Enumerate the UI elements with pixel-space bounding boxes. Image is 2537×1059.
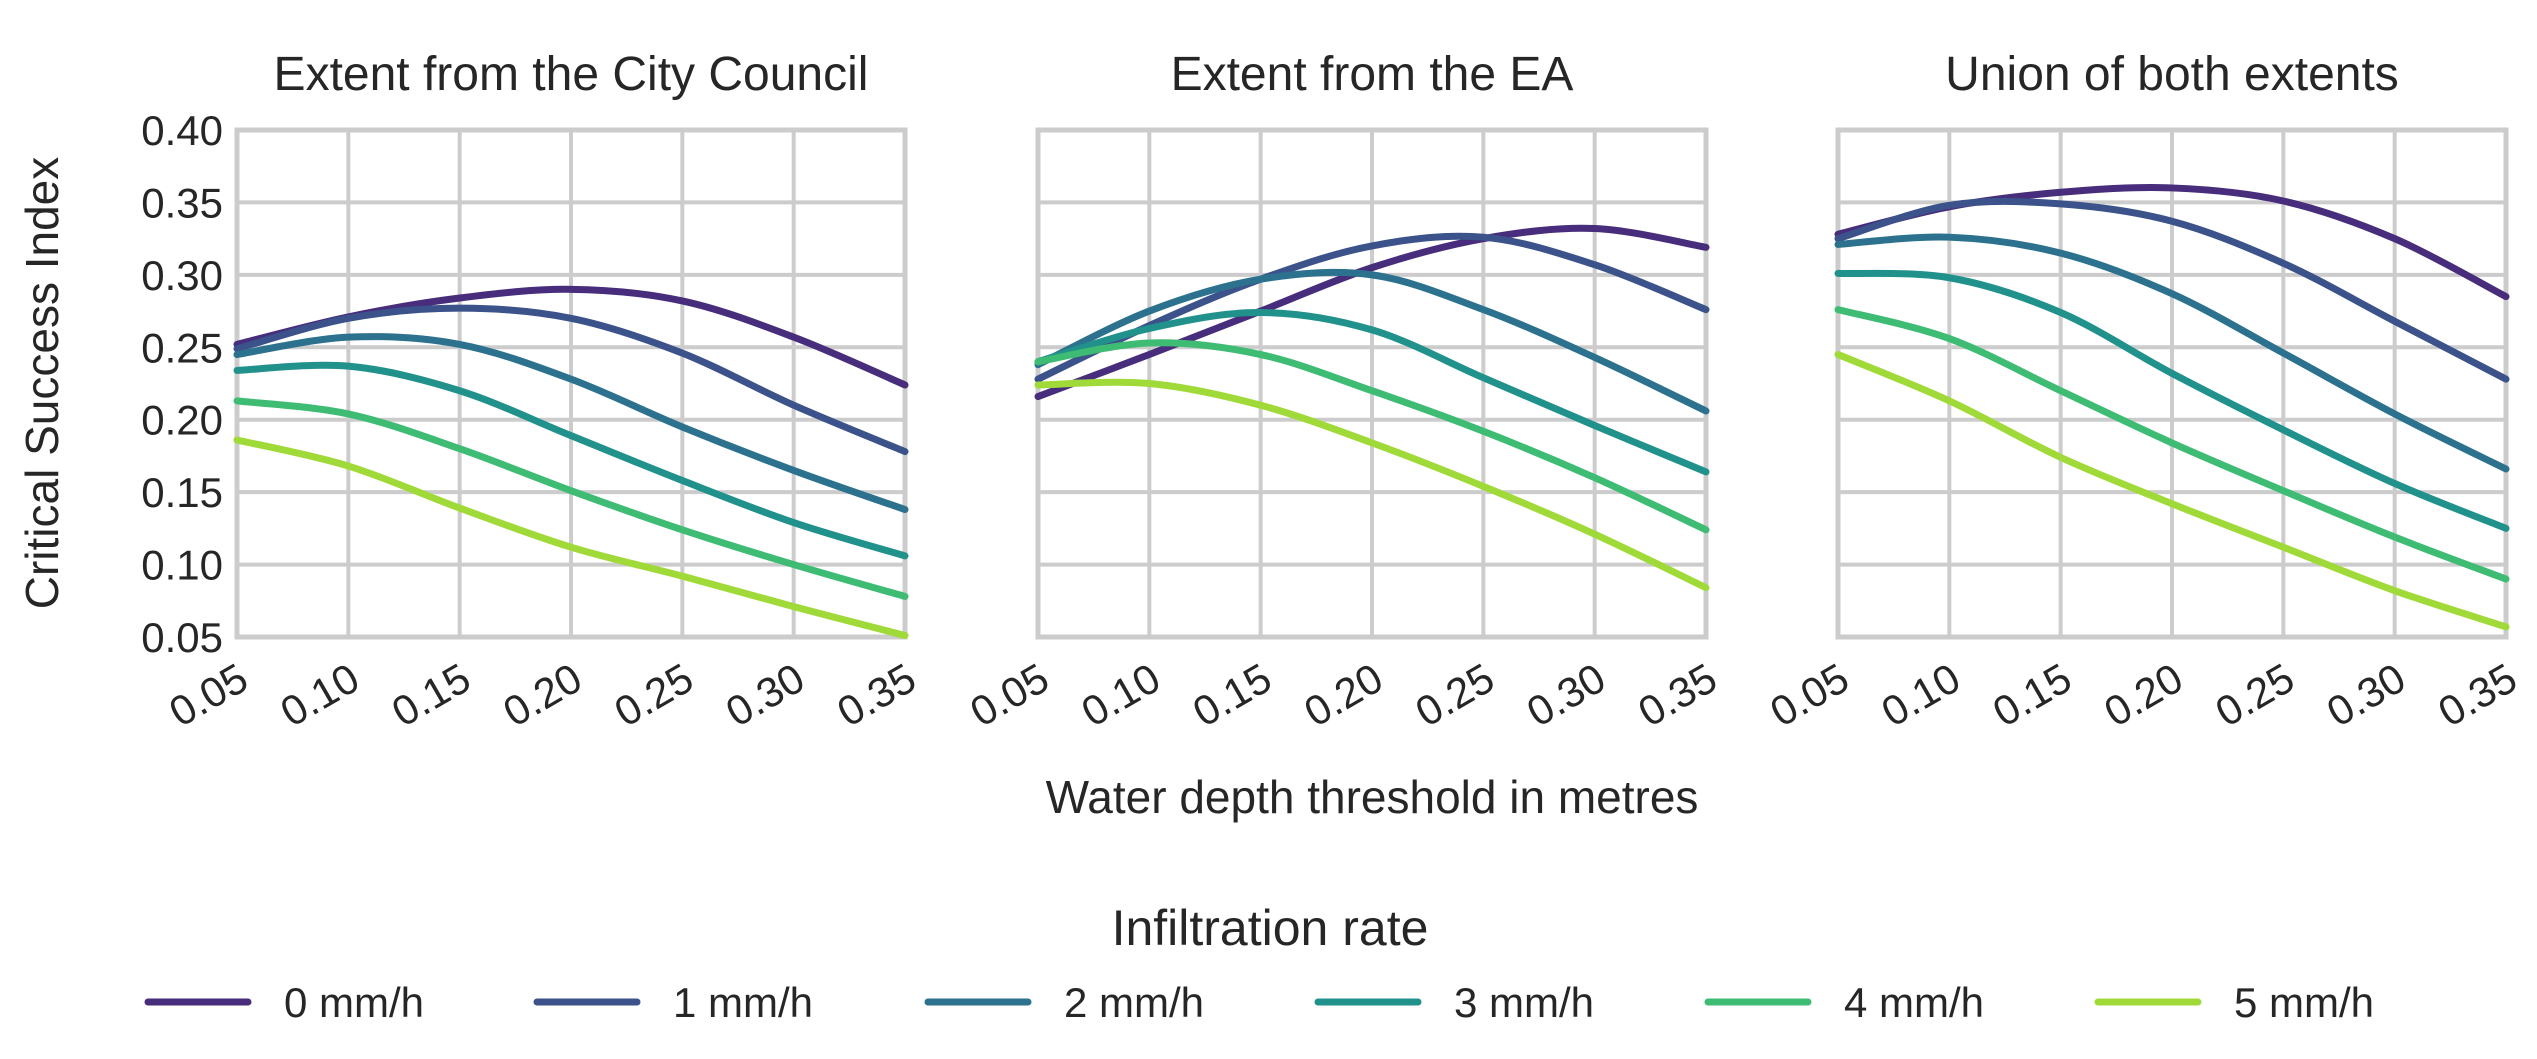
legend-label: 4 mm/h	[1844, 979, 1984, 1026]
series-line-2-mm-h	[233, 333, 909, 514]
panel-2: Extent from the EA0.05 0.10 0.15 0.20 0.25 0.…	[962, 48, 1724, 736]
legend-entry: 3 mm/h	[1314, 979, 1594, 1026]
x-tick-label: 0.20	[495, 654, 589, 736]
legend-label: 0 mm/h	[284, 979, 424, 1026]
x-tick-label: 0.20	[2096, 654, 2190, 736]
legend-label: 3 mm/h	[1454, 979, 1594, 1026]
x-tick-label: 0.30	[2319, 654, 2413, 736]
x-tick-label: 0.15	[384, 654, 478, 736]
y-tick-label: 0.10	[141, 542, 223, 589]
legend-title: Infiltration rate	[1112, 900, 1429, 956]
x-tick-label: 0.30	[1519, 654, 1613, 736]
legend-label: 2 mm/h	[1064, 979, 1204, 1026]
panel-3: Union of both extents 0.05 0.10 0.15 0.20 0.2…	[1762, 48, 2524, 736]
series-line-3-mm-h	[1034, 309, 1710, 476]
series-line-3-mm-h	[233, 361, 909, 560]
series-line-2-mm-h	[1034, 268, 1710, 415]
series-line-4-mm-h	[233, 397, 909, 600]
y-tick-label: 0.15	[141, 469, 223, 516]
series-line-1-mm-h	[233, 304, 909, 456]
panel-title: Union of both extents	[1945, 48, 2399, 101]
legend-entry: 0 mm/h	[144, 979, 424, 1026]
y-tick-label: 0.40	[141, 107, 223, 154]
x-tick-label: 0.05	[1762, 654, 1856, 736]
panel-title: Extent from the EA	[1171, 48, 1574, 101]
x-tick-label: 0.05	[161, 654, 255, 736]
x-axis-label: Water depth threshold in metres	[1046, 771, 1699, 823]
x-tick-label: 0.20	[1296, 654, 1390, 736]
series-line-0-mm-h	[1034, 224, 1710, 401]
panel-1: Extent from the City Council0.050.100.15…	[141, 48, 923, 736]
x-tick-label: 0.25	[607, 654, 701, 736]
legend-label: 1 mm/h	[673, 979, 813, 1026]
y-tick-label: 0.35	[141, 179, 223, 226]
x-tick-label: 0.10	[273, 654, 367, 736]
y-tick-label: 0.25	[141, 324, 223, 371]
x-tick-label: 0.25	[2208, 654, 2302, 736]
legend-entry: 2 mm/h	[924, 979, 1204, 1026]
x-tick-label: 0.35	[1630, 654, 1724, 736]
x-tick-label: 0.35	[829, 654, 923, 736]
series-line-4-mm-h	[1834, 306, 2510, 583]
series-line-5-mm-h	[1034, 378, 1710, 592]
panel-title: Extent from the City Council	[274, 48, 869, 101]
legend-entry: 1 mm/h	[533, 979, 813, 1026]
x-tick-label: 0.05	[962, 654, 1056, 736]
series-line-5-mm-h	[233, 436, 909, 640]
x-tick-label: 0.10	[1874, 654, 1968, 736]
y-axis-label: Critical Success Index	[16, 157, 68, 610]
legend-entry: 5 mm/h	[2094, 979, 2374, 1026]
series-line-2-mm-h	[1834, 233, 2510, 473]
x-tick-label: 0.15	[1985, 654, 2079, 736]
series-line-3-mm-h	[1834, 269, 2510, 532]
x-tick-label: 0.35	[2430, 654, 2524, 736]
x-tick-label: 0.15	[1185, 654, 1279, 736]
x-tick-label: 0.25	[1408, 654, 1502, 736]
series-line-5-mm-h	[1834, 351, 2510, 631]
legend: Infiltration rate 0 mm/h 1 mm/h 2 mm/h 3 mm…	[144, 900, 2374, 1026]
plot-frame	[1835, 127, 2509, 640]
x-tick-label: 0.10	[1074, 654, 1168, 736]
series-line-4-mm-h	[1034, 339, 1710, 534]
x-tick-label: 0.30	[718, 654, 812, 736]
panels: Extent from the City Council0.050.100.15…	[141, 48, 2524, 736]
legend-entry: 4 mm/h	[1704, 979, 1984, 1026]
legend-label: 5 mm/h	[2234, 979, 2374, 1026]
y-tick-label: 0.20	[141, 397, 223, 444]
y-tick-label: 0.05	[141, 614, 223, 661]
series-line-1-mm-h	[1834, 197, 2510, 383]
y-tick-label: 0.30	[141, 252, 223, 299]
